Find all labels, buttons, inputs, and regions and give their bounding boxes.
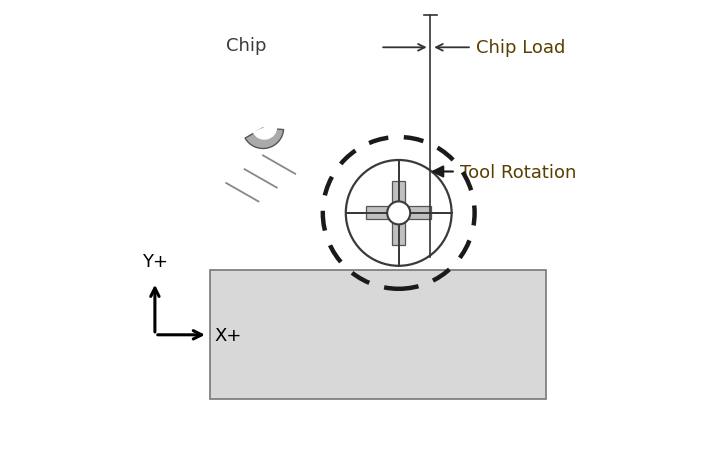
Bar: [392, 218, 405, 246]
Text: Tool Rotation: Tool Rotation: [460, 163, 577, 181]
Bar: [366, 207, 394, 220]
Bar: [210, 271, 546, 399]
Wedge shape: [253, 128, 278, 140]
Circle shape: [346, 161, 452, 266]
Wedge shape: [245, 129, 283, 149]
Text: X+: X+: [214, 326, 242, 344]
Circle shape: [387, 202, 410, 225]
Text: Y+: Y+: [142, 253, 168, 271]
Text: Chip: Chip: [226, 37, 267, 55]
Bar: [392, 181, 405, 209]
Text: Chip Load: Chip Load: [476, 39, 566, 57]
Bar: [403, 207, 431, 220]
